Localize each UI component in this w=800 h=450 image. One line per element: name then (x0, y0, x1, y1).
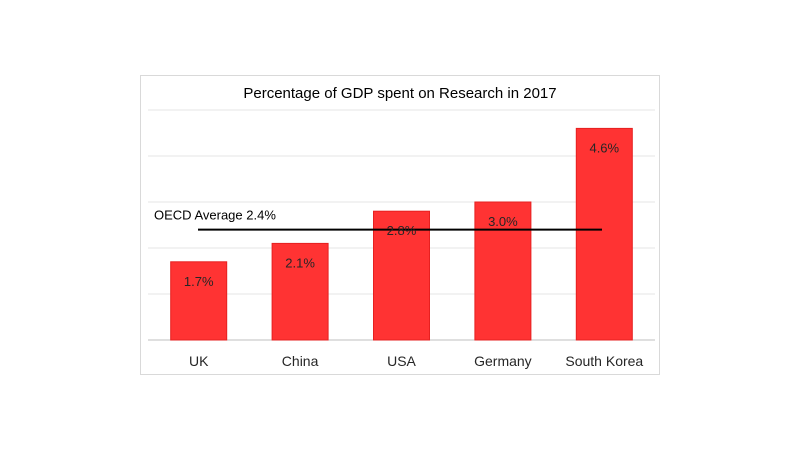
x-tick-label: South Korea (565, 353, 643, 369)
bar-south-korea (575, 127, 633, 341)
bar-china (271, 242, 329, 341)
data-label: 1.7% (184, 274, 214, 289)
bar-usa (373, 210, 430, 341)
x-tick-label: Germany (474, 353, 532, 369)
chart-title: Percentage of GDP spent on Research in 2… (243, 85, 556, 102)
gridlines (148, 109, 655, 341)
reference-line-group: OECD Average 2.4% (154, 208, 602, 231)
oecd-average-label: OECD Average 2.4% (154, 208, 276, 223)
data-label: 2.1% (285, 255, 315, 270)
x-tick-label: UK (189, 353, 209, 369)
x-tick-label: China (282, 353, 319, 369)
bar-uk (170, 261, 228, 341)
data-labels: 1.7% 2.1% 2.8% 3.0% 4.6% (184, 140, 620, 288)
bar-germany (474, 201, 532, 341)
bars (170, 127, 633, 341)
x-axis-tick-labels: UK China USA Germany South Korea (189, 353, 643, 369)
data-label: 4.6% (589, 140, 619, 155)
data-label: 3.0% (488, 214, 518, 229)
data-label: 2.8% (387, 223, 417, 238)
x-tick-label: USA (387, 353, 416, 369)
